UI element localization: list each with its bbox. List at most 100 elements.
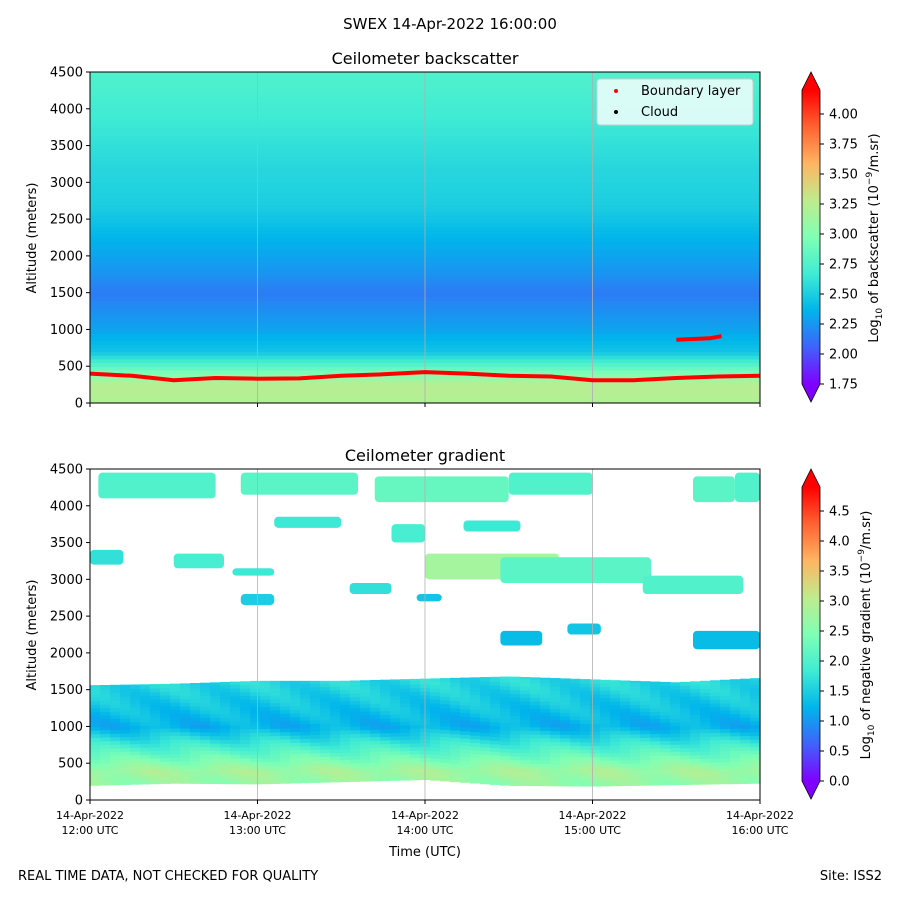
colorbar-tick-label: 3.50	[829, 168, 858, 183]
gradient-cell	[590, 697, 601, 702]
gradient-cell	[250, 706, 261, 711]
y-tick-label: 2500	[50, 610, 83, 625]
gradient-cell	[340, 685, 351, 691]
gradient-cell	[570, 763, 581, 769]
gradient-cell	[520, 759, 531, 764]
gradient-cell	[640, 740, 651, 746]
gradient-cell	[310, 701, 321, 706]
gradient-cell	[360, 703, 371, 709]
gradient-cell	[560, 719, 571, 724]
gradient-cell	[450, 766, 461, 772]
site-label: Site: ISS2	[819, 869, 882, 884]
gradient-cell	[710, 691, 721, 697]
gradient-cell	[410, 750, 421, 755]
gradient-cell	[570, 760, 581, 765]
gradient-cell	[250, 713, 261, 719]
gradient-cell	[220, 691, 231, 696]
gradient-cell	[400, 684, 411, 689]
x-tick-label-time: 12:00 UTC	[61, 824, 118, 837]
gradient-cell	[340, 763, 351, 768]
colorbar-tick-label: 2.00	[829, 348, 858, 363]
gradient-cell	[270, 764, 281, 770]
gradient-cell	[310, 690, 321, 695]
gradient-cell	[430, 747, 441, 752]
gradient-cell	[200, 709, 211, 715]
gradient-cell	[550, 693, 561, 699]
gradient-cell	[280, 753, 291, 758]
gradient-cell	[150, 772, 161, 777]
gradient-cell	[700, 684, 711, 690]
gradient-cell	[310, 734, 321, 739]
gradient-cell	[490, 676, 501, 679]
gradient-cell	[710, 772, 721, 778]
gradient-cell	[390, 736, 401, 741]
gradient-cloud-patch	[349, 583, 392, 595]
gradient-cell	[580, 756, 591, 761]
gradient-cell	[120, 725, 131, 730]
gradient-cell	[480, 761, 491, 766]
gradient-cell	[570, 741, 581, 747]
gradient-cell	[380, 765, 391, 771]
gradient-cell	[240, 750, 251, 755]
gradient-cell	[430, 699, 441, 704]
gradient-cell	[380, 714, 391, 719]
gradient-cell	[410, 698, 421, 704]
legend-marker-cloud	[614, 110, 618, 114]
gradient-cell	[640, 681, 651, 683]
gradient-cell	[680, 710, 691, 716]
gradient-cell	[690, 743, 701, 749]
gradient-cell	[670, 725, 681, 731]
gradient-cell	[350, 740, 361, 746]
gradient-cell	[540, 704, 551, 709]
gradient-cell	[500, 737, 511, 742]
gradient-cell	[190, 683, 201, 689]
gradient-cell	[550, 708, 561, 713]
gradient-cell	[200, 742, 211, 748]
gradient-cell	[110, 725, 121, 731]
gradient-cell	[260, 779, 271, 785]
gradient-cell	[710, 743, 721, 748]
gradient-cell	[400, 732, 411, 737]
colorbar-tick-label: 1.5	[829, 685, 850, 700]
gradient-cell	[380, 758, 391, 763]
colorbar-tick-label: 2.25	[829, 318, 858, 333]
gradient-cell	[310, 774, 321, 780]
gradient-cell	[580, 734, 591, 739]
gradient-cell	[460, 752, 471, 758]
gradient-cell	[110, 751, 121, 756]
gradient-cell	[750, 735, 761, 740]
gradient-cell	[300, 734, 311, 740]
gradient-cell	[280, 768, 291, 773]
gradient-cell	[340, 696, 351, 702]
gradient-cell	[540, 734, 551, 739]
gradient-cell	[510, 711, 521, 717]
gradient-cell	[730, 702, 741, 707]
gradient-cell	[540, 778, 551, 783]
y-tick-label: 3500	[50, 536, 83, 551]
gradient-cell	[140, 724, 151, 730]
gradient-cell	[510, 704, 521, 709]
gradient-cell	[520, 708, 531, 713]
gradient-cell	[680, 780, 691, 785]
gradient-cell	[230, 721, 241, 726]
x-tick-label-time: 15:00 UTC	[564, 824, 621, 837]
gradient-cell	[500, 715, 511, 720]
gradient-cell	[680, 707, 691, 712]
gradient-cell	[180, 746, 191, 751]
gradient-cell	[460, 682, 471, 688]
x-tick-label-time: 16:00 UTC	[731, 824, 788, 837]
gradient-cell	[690, 692, 701, 697]
gradient-cell	[240, 724, 251, 730]
gradient-cell	[320, 719, 331, 724]
gradient-cell	[510, 715, 521, 720]
gradient-cell	[260, 713, 271, 719]
gradient-cell	[200, 731, 211, 737]
gradient-cell	[270, 757, 281, 762]
gradient-cell	[480, 750, 491, 755]
gradient-cell	[130, 717, 141, 723]
gradient-cell	[470, 757, 481, 762]
gradient-cell	[210, 724, 221, 729]
gradient-cell	[470, 677, 481, 681]
gradient-cell	[700, 695, 711, 701]
